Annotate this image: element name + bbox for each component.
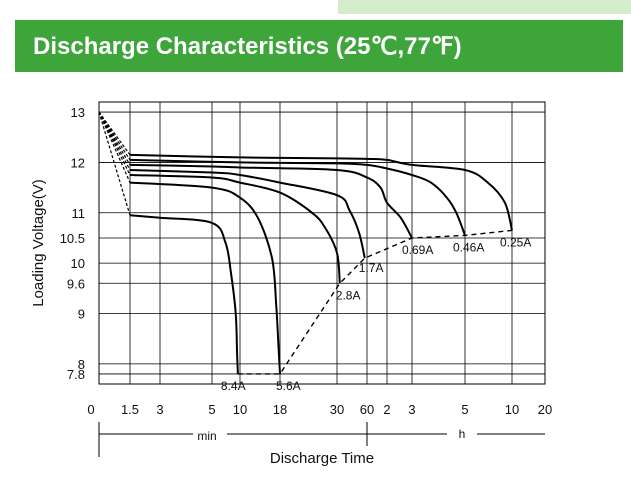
x-tick-label: 60: [360, 402, 374, 417]
top-tab: [338, 0, 631, 14]
series-line-5: [129, 158, 466, 236]
x-tick-label: 10: [505, 402, 519, 417]
unit-label-mask: [447, 428, 477, 440]
y-tick-label: 9.6: [67, 276, 85, 291]
unit-label-h: h: [459, 427, 466, 441]
series-dash-5: [98, 111, 131, 161]
series-label-1: 5.6A: [276, 379, 301, 393]
series-line-6: [129, 153, 513, 231]
series-dash-6: [98, 111, 131, 156]
series-label-3: 1.7A: [359, 261, 384, 275]
y-tick-label: 13: [71, 105, 85, 120]
series-label-6: 0.25A: [500, 235, 531, 249]
y-tick-label: 8: [78, 357, 85, 372]
unit-label-min: min: [197, 429, 216, 443]
series-line-0: [129, 214, 239, 374]
y-axis-title: Loading Voltage(V): [30, 179, 47, 307]
x-tick-label: 1.5: [121, 402, 139, 417]
y-tick-label: 10.5: [60, 231, 85, 246]
series-line-4: [129, 163, 413, 239]
x-tick-label: 5: [208, 402, 215, 417]
series-label-0: 8.4A: [221, 379, 246, 393]
y-tick-label: 7.8: [67, 367, 85, 382]
end-voltage-line: [237, 229, 513, 375]
x-tick-label: 18: [273, 402, 287, 417]
y-tick-label: 12: [71, 155, 85, 170]
x-tick-label: 3: [156, 402, 163, 417]
chart-panel: 13 12 11 10.5 10 9.6 9 8 7.8 0 1.5 3 5 10 18 30 60 2 3 5 10 2…: [15, 72, 623, 477]
series-dash-3: [98, 111, 131, 171]
x-tick-label: 3: [408, 402, 415, 417]
x-tick-label: 0: [87, 402, 94, 417]
x-tick-label: 30: [330, 402, 344, 417]
series-line-1: [129, 181, 281, 374]
series-label-5: 0.46A: [453, 240, 484, 254]
unit-label-mask: [193, 428, 227, 440]
series-label-2: 2.8A: [336, 288, 361, 302]
title-bar: Discharge Characteristics (25℃,77℉): [15, 20, 623, 72]
chart-title: Discharge Characteristics (25℃,77℉): [33, 33, 462, 60]
y-tick-label: 11: [72, 206, 86, 221]
plot-frame: [98, 101, 546, 385]
series-label-4: 0.69A: [402, 243, 433, 257]
x-tick-label: 5: [461, 402, 468, 417]
series-line-3: [129, 169, 366, 259]
x-tick-label: 20: [538, 402, 552, 417]
x-tick-label: 10: [233, 402, 247, 417]
series-dash-4: [98, 111, 131, 166]
y-tick-label: 9: [78, 307, 85, 322]
series-line-2: [129, 174, 341, 284]
x-tick-label: 2: [383, 402, 390, 417]
series-dash-0: [98, 111, 131, 216]
y-tick-label: 10: [71, 256, 85, 271]
x-axis-title: Discharge Time: [270, 450, 374, 467]
discharge-chart: 13 12 11 10.5 10 9.6 9 87.8 0 1.5 3 5 10 18 30 60 2 3 5 10 2…: [30, 101, 552, 467]
